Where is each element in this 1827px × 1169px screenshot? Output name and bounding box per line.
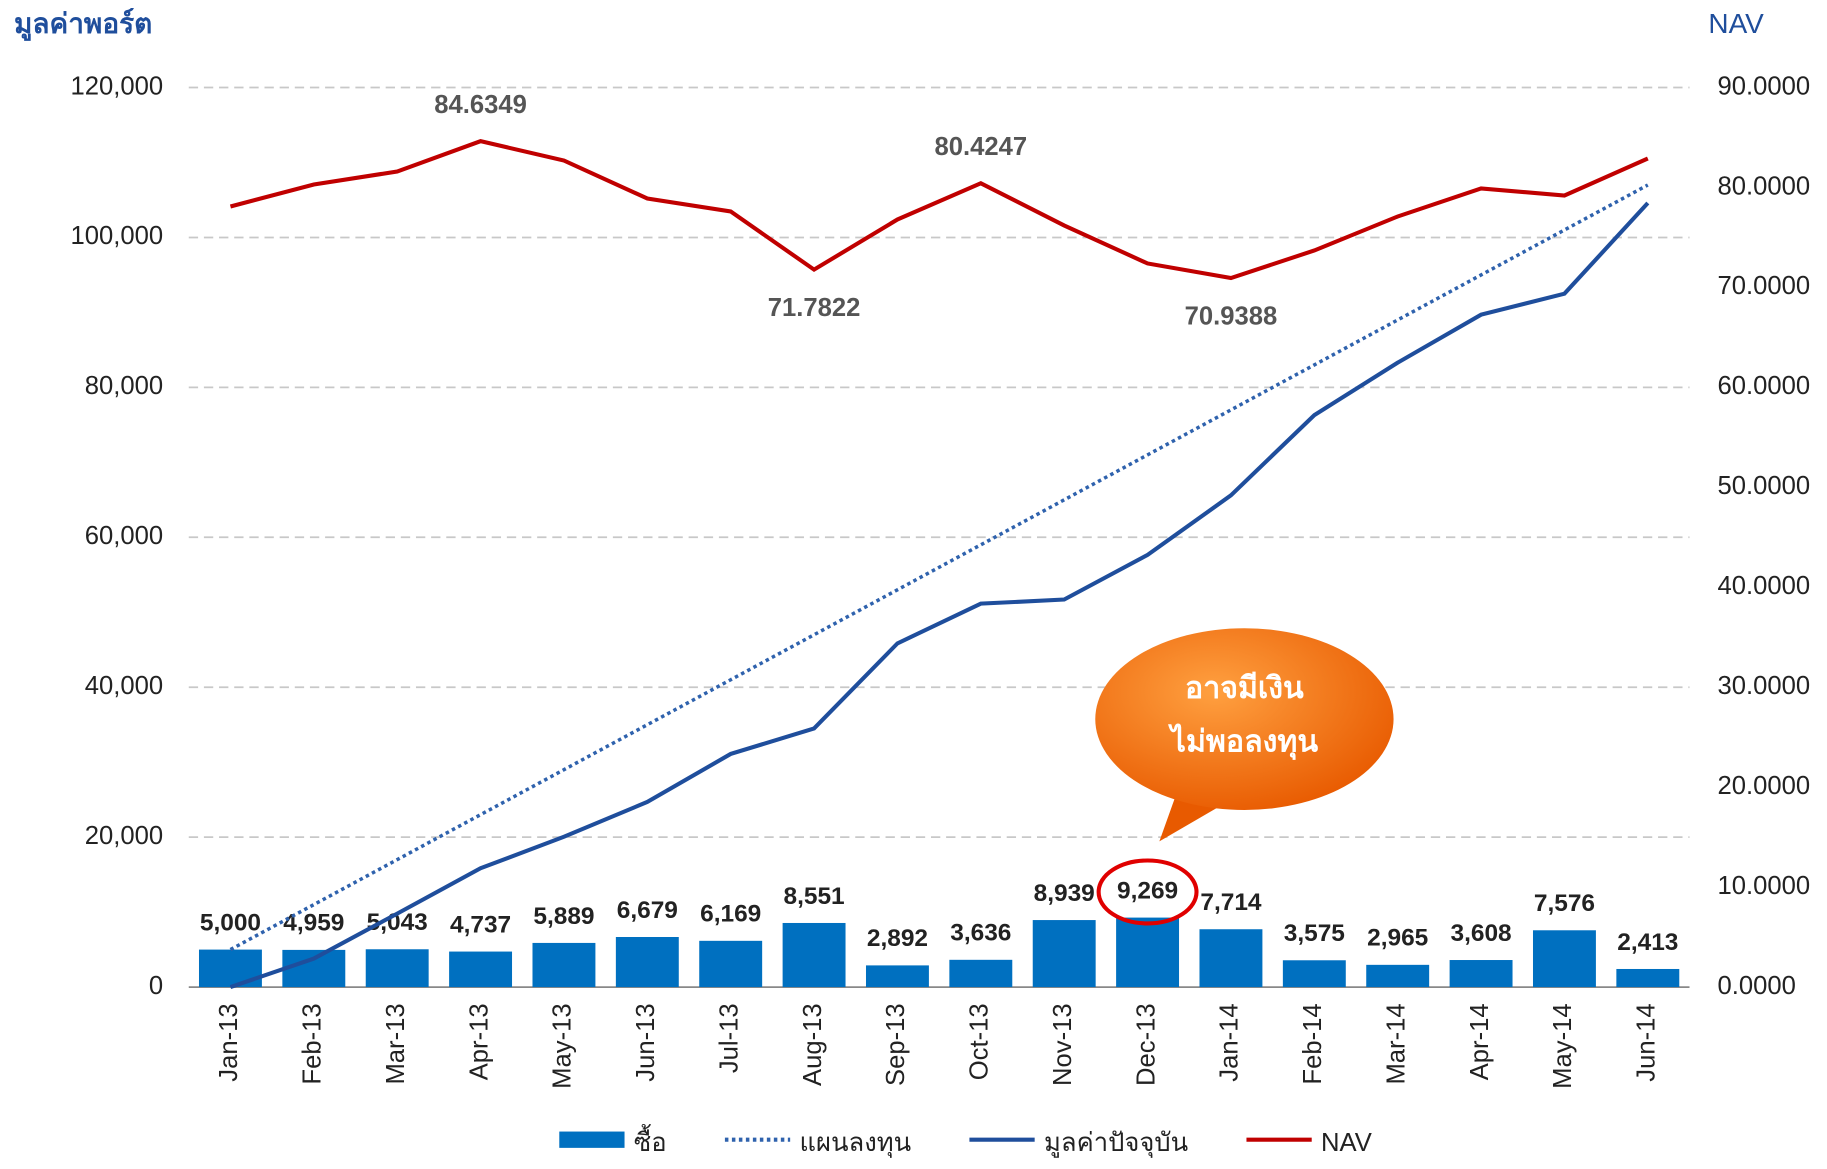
bar: [699, 940, 763, 988]
callout-bubble: [1095, 628, 1394, 810]
bar-label: 2,965: [1367, 925, 1428, 952]
y2-tick-label: 60.0000: [1717, 372, 1810, 400]
bar: [1616, 968, 1680, 988]
bar-label: 4,737: [450, 911, 511, 938]
legend-label: มูลค่าปัจจุบัน: [1044, 1129, 1188, 1158]
callout: อาจมีเงิน ไม่พอลงทุน: [1095, 628, 1394, 842]
bar: [1532, 930, 1596, 988]
bar: [949, 959, 1013, 988]
x-tick-label: Apr-13: [465, 1003, 493, 1080]
bar-label: 8,939: [1034, 880, 1095, 907]
bar: [782, 922, 846, 988]
bar-label: 3,608: [1450, 920, 1511, 947]
x-tick-label: Jan-13: [215, 1003, 243, 1081]
x-tick-label: Feb-13: [299, 1003, 327, 1084]
legend-swatch: [559, 1131, 625, 1148]
y-tick-label: 40,000: [85, 672, 163, 700]
bar: [365, 949, 429, 988]
bar: [1032, 920, 1096, 988]
x-tick-label: Mar-14: [1382, 1003, 1410, 1084]
highlight-ring: [1096, 858, 1199, 926]
bar: [1116, 917, 1180, 988]
x-tick-label: Mar-13: [382, 1003, 410, 1084]
bar: [865, 965, 929, 988]
y-tick-label: 80,000: [85, 372, 163, 400]
bar-label: 7,714: [1200, 889, 1262, 916]
bar: [615, 937, 679, 988]
bar-label: 6,169: [700, 901, 761, 928]
callout-text: อาจมีเงิน: [1185, 672, 1304, 705]
bar: [449, 951, 513, 988]
bar-label: 5,889: [533, 903, 594, 930]
bar-label: 4,959: [283, 910, 344, 937]
line: [229, 201, 1650, 989]
x-tick-label: Jun-14: [1633, 1003, 1661, 1081]
x-tick-label: Nov-13: [1049, 1003, 1077, 1086]
y2-tick-label: 50.0000: [1717, 472, 1810, 500]
bar: [1282, 960, 1346, 988]
point-label: 71.7822: [768, 294, 861, 322]
point-label: 84.6349: [434, 91, 527, 119]
x-tick-label: Dec-13: [1132, 1003, 1160, 1086]
y2-tick-label: 90.0000: [1717, 72, 1810, 100]
bar: [532, 942, 596, 988]
line: [229, 139, 1649, 281]
bar-label: 5,000: [200, 909, 261, 936]
bar: [1449, 960, 1513, 988]
y-axis-title: มูลค่าพอร์ต: [14, 8, 152, 41]
bar-label: 3,636: [950, 920, 1011, 947]
x-tick-label: Feb-14: [1299, 1003, 1327, 1084]
x-tick-label: Jun-13: [632, 1003, 660, 1081]
bar: [1199, 929, 1263, 988]
x-tick-label: Sep-13: [882, 1003, 910, 1086]
callout-text: ไม่พอลงทุน: [1168, 724, 1319, 761]
y2-tick-label: 80.0000: [1717, 172, 1810, 200]
bar-label: 7,576: [1534, 890, 1595, 917]
x-tick-label: Jan-14: [1216, 1003, 1244, 1081]
x-tick-label: May-14: [1549, 1003, 1577, 1088]
bar-label: 3,575: [1284, 920, 1345, 947]
y-tick-label: 60,000: [85, 522, 163, 550]
bar-label: 8,551: [783, 883, 844, 910]
x-tick-label: Jul-13: [715, 1003, 743, 1073]
point-label: 80.4247: [935, 133, 1028, 161]
line: [229, 183, 1649, 952]
y2-tick-label: 20.0000: [1717, 772, 1810, 800]
bar-label: 2,892: [867, 925, 928, 952]
legend-label: แผนลงทุน: [799, 1129, 911, 1158]
y2-tick-label: 10.0000: [1717, 872, 1810, 900]
y-tick-label: 100,000: [70, 222, 163, 250]
y2-tick-label: 40.0000: [1717, 572, 1810, 600]
bar-label: 6,679: [617, 897, 678, 924]
x-tick-label: Aug-13: [799, 1003, 827, 1086]
legend-label: ซื้อ: [634, 1124, 667, 1157]
x-tick-label: May-13: [549, 1003, 577, 1088]
y-tick-label: 20,000: [85, 822, 163, 850]
y2-tick-label: 70.0000: [1717, 272, 1810, 300]
bar-label: 9,269: [1117, 877, 1178, 904]
bar-label: 2,413: [1617, 929, 1678, 956]
y2-tick-label: 30.0000: [1717, 672, 1810, 700]
y2-tick-label: 0.0000: [1717, 972, 1795, 1000]
y2-axis-title: NAV: [1708, 8, 1764, 39]
legend-label: NAV: [1321, 1129, 1372, 1157]
x-tick-label: Apr-14: [1466, 1003, 1494, 1080]
point-label: 70.9388: [1185, 302, 1278, 330]
y-tick-label: 120,000: [70, 72, 163, 100]
x-tick-label: Oct-13: [966, 1003, 994, 1080]
bar: [1366, 964, 1430, 988]
bar: [282, 949, 346, 988]
y-tick-label: 0: [149, 972, 163, 1000]
